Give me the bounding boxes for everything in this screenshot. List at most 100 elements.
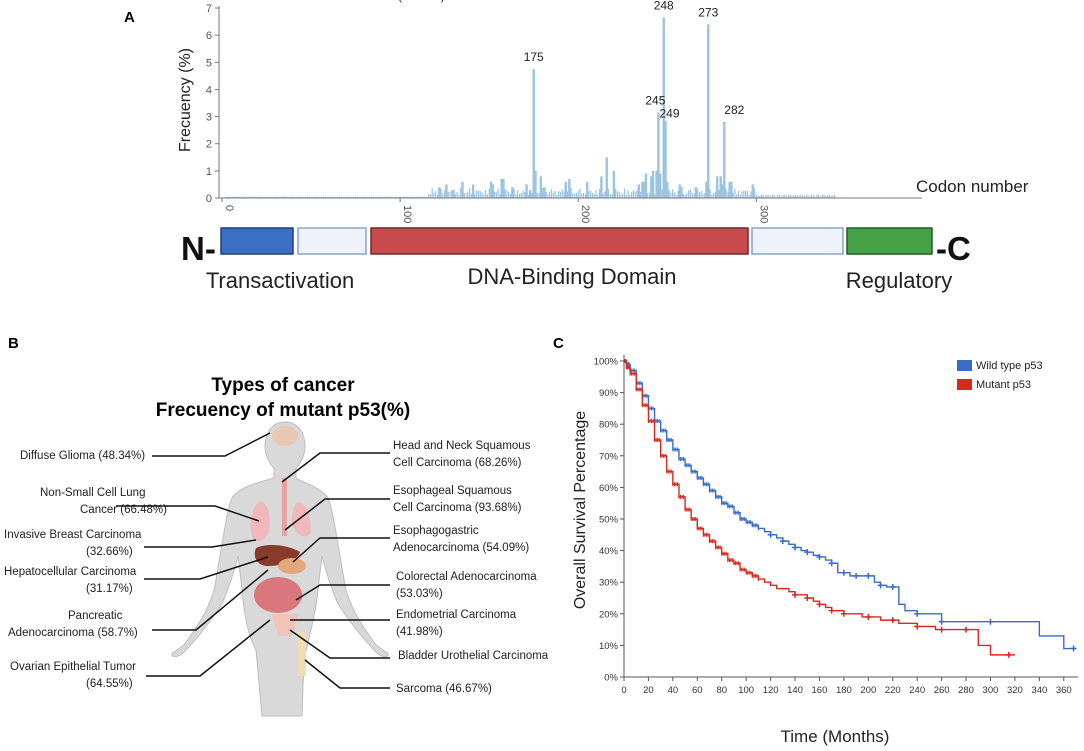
a-noise-bar bbox=[331, 196, 334, 198]
b-right-label-line1: Sarcoma (46.67%) bbox=[396, 683, 492, 695]
c-ytick-label: 0% bbox=[604, 673, 618, 684]
a-noise-bar bbox=[267, 196, 269, 198]
a-noise-bar bbox=[392, 196, 394, 198]
a-noise-bar bbox=[602, 193, 604, 198]
a-noise-bar bbox=[800, 194, 802, 198]
c-ytick-label: 100% bbox=[594, 357, 619, 368]
c-xtick-label: 120 bbox=[763, 685, 779, 696]
a-ytick-label: 5 bbox=[206, 57, 212, 69]
stomach bbox=[278, 558, 306, 574]
a-ytick-label: 7 bbox=[206, 3, 212, 15]
a-bar bbox=[730, 181, 733, 198]
c-xtick-label: 340 bbox=[1031, 685, 1047, 696]
a-noise-bar bbox=[369, 196, 371, 198]
a-noise-bar bbox=[639, 192, 642, 198]
censor-cross bbox=[987, 618, 994, 625]
b-left-label-line1: Invasive Breast Carcinoma bbox=[4, 529, 142, 541]
a-noise-bar bbox=[821, 195, 823, 198]
a-noise-bar bbox=[376, 196, 378, 198]
a-noise-bar bbox=[698, 192, 700, 198]
a-noise-bar bbox=[388, 196, 391, 198]
a-noise-bar bbox=[244, 196, 246, 198]
leader-diffuse-glioma bbox=[152, 432, 271, 457]
b-right-label-line1: Head and Neck Squamous bbox=[393, 440, 531, 452]
a-xtick-label: 0 bbox=[223, 205, 235, 211]
a-bar bbox=[568, 179, 571, 198]
a-bar bbox=[491, 184, 494, 198]
a-noise-bar bbox=[832, 195, 834, 198]
censor-cross bbox=[914, 610, 921, 617]
c-xtick-label: 300 bbox=[983, 685, 999, 696]
a-noise-bar bbox=[333, 196, 335, 198]
a-noise-bar bbox=[826, 195, 829, 198]
a-bar bbox=[642, 181, 646, 198]
a-noise-bar bbox=[823, 194, 825, 198]
a-noise-bar bbox=[561, 189, 563, 198]
a-noise-bar bbox=[805, 194, 807, 198]
a-bar bbox=[438, 187, 441, 198]
b-right-label-line2: Cell Carcinoma (68.26%) bbox=[393, 457, 522, 469]
a-noise-bar bbox=[274, 196, 277, 198]
a-noise-bar bbox=[240, 196, 243, 198]
censor-cross bbox=[1005, 651, 1012, 658]
a-noise-bar bbox=[552, 192, 554, 198]
a-noise-bar bbox=[518, 193, 521, 198]
a-noise-bar bbox=[424, 196, 426, 198]
a-noise-bar bbox=[615, 188, 617, 198]
a-noise-bar bbox=[454, 194, 456, 198]
a-bar bbox=[543, 187, 546, 198]
a-bar bbox=[539, 176, 543, 198]
a-noise-bar bbox=[305, 196, 307, 198]
a-noise-bar bbox=[791, 195, 793, 198]
domain-n-terminus: N- bbox=[181, 230, 216, 267]
a-noise-bar bbox=[616, 191, 619, 198]
a-noise-bar bbox=[239, 196, 241, 198]
a-noise-bar bbox=[595, 189, 597, 198]
a-noise-bar bbox=[830, 195, 832, 198]
a-noise-bar bbox=[654, 194, 656, 198]
a-noise-bar bbox=[684, 194, 686, 198]
c-xtick-label: 320 bbox=[1007, 685, 1023, 696]
a-noise-bar bbox=[734, 188, 736, 198]
a-noise-bar bbox=[686, 192, 688, 198]
a-noise-bar bbox=[675, 194, 677, 198]
domain-regulatory bbox=[846, 227, 933, 255]
a-noise-bar bbox=[444, 190, 446, 198]
b-right-label-line1: Bladder Urothelial Carcinoma bbox=[398, 650, 549, 662]
a-bar bbox=[751, 184, 754, 198]
a-noise-bar bbox=[682, 194, 684, 198]
a-noise-bar bbox=[342, 196, 344, 198]
a-noise-bar bbox=[262, 196, 264, 198]
a-noise-bar bbox=[349, 196, 351, 198]
a-noise-bar bbox=[281, 196, 284, 198]
a-bar bbox=[637, 184, 640, 198]
panel-a-y-ticks: 0 1 2 3 4 5 6 7 bbox=[206, 3, 219, 205]
legend-swatch-mutant bbox=[957, 379, 972, 390]
a-noise-bar bbox=[762, 195, 765, 198]
a-noise-bar bbox=[677, 191, 679, 198]
a-noise-bar bbox=[479, 190, 481, 198]
b-right-label-line1: Colorectal Adenocarcinoma bbox=[396, 571, 537, 583]
esophagus bbox=[282, 478, 287, 536]
c-xtick-label: 80 bbox=[716, 685, 727, 696]
c-ytick-label: 20% bbox=[599, 609, 619, 620]
c-xtick-label: 140 bbox=[787, 685, 803, 696]
a-noise-bar bbox=[335, 196, 337, 198]
a-noise-bar bbox=[271, 196, 273, 198]
panel-a-bars bbox=[224, 17, 836, 198]
a-noise-bar bbox=[536, 193, 538, 198]
a-noise-bar bbox=[287, 196, 289, 198]
a-noise-bar bbox=[761, 194, 763, 198]
a-noise-bar bbox=[346, 196, 348, 198]
a-noise-bar bbox=[378, 196, 380, 198]
censor-cross bbox=[767, 531, 774, 538]
panel-c-label: C bbox=[553, 335, 564, 352]
a-bar bbox=[461, 181, 464, 198]
a-noise-bar bbox=[249, 196, 252, 198]
a-noise-bar bbox=[713, 193, 715, 198]
a-noise-bar bbox=[777, 194, 779, 198]
a-noise-bar bbox=[429, 194, 431, 198]
c-xtick-label: 180 bbox=[836, 685, 852, 696]
leader-pancreatic bbox=[152, 569, 269, 631]
domain-c-terminus: -C bbox=[936, 230, 971, 267]
